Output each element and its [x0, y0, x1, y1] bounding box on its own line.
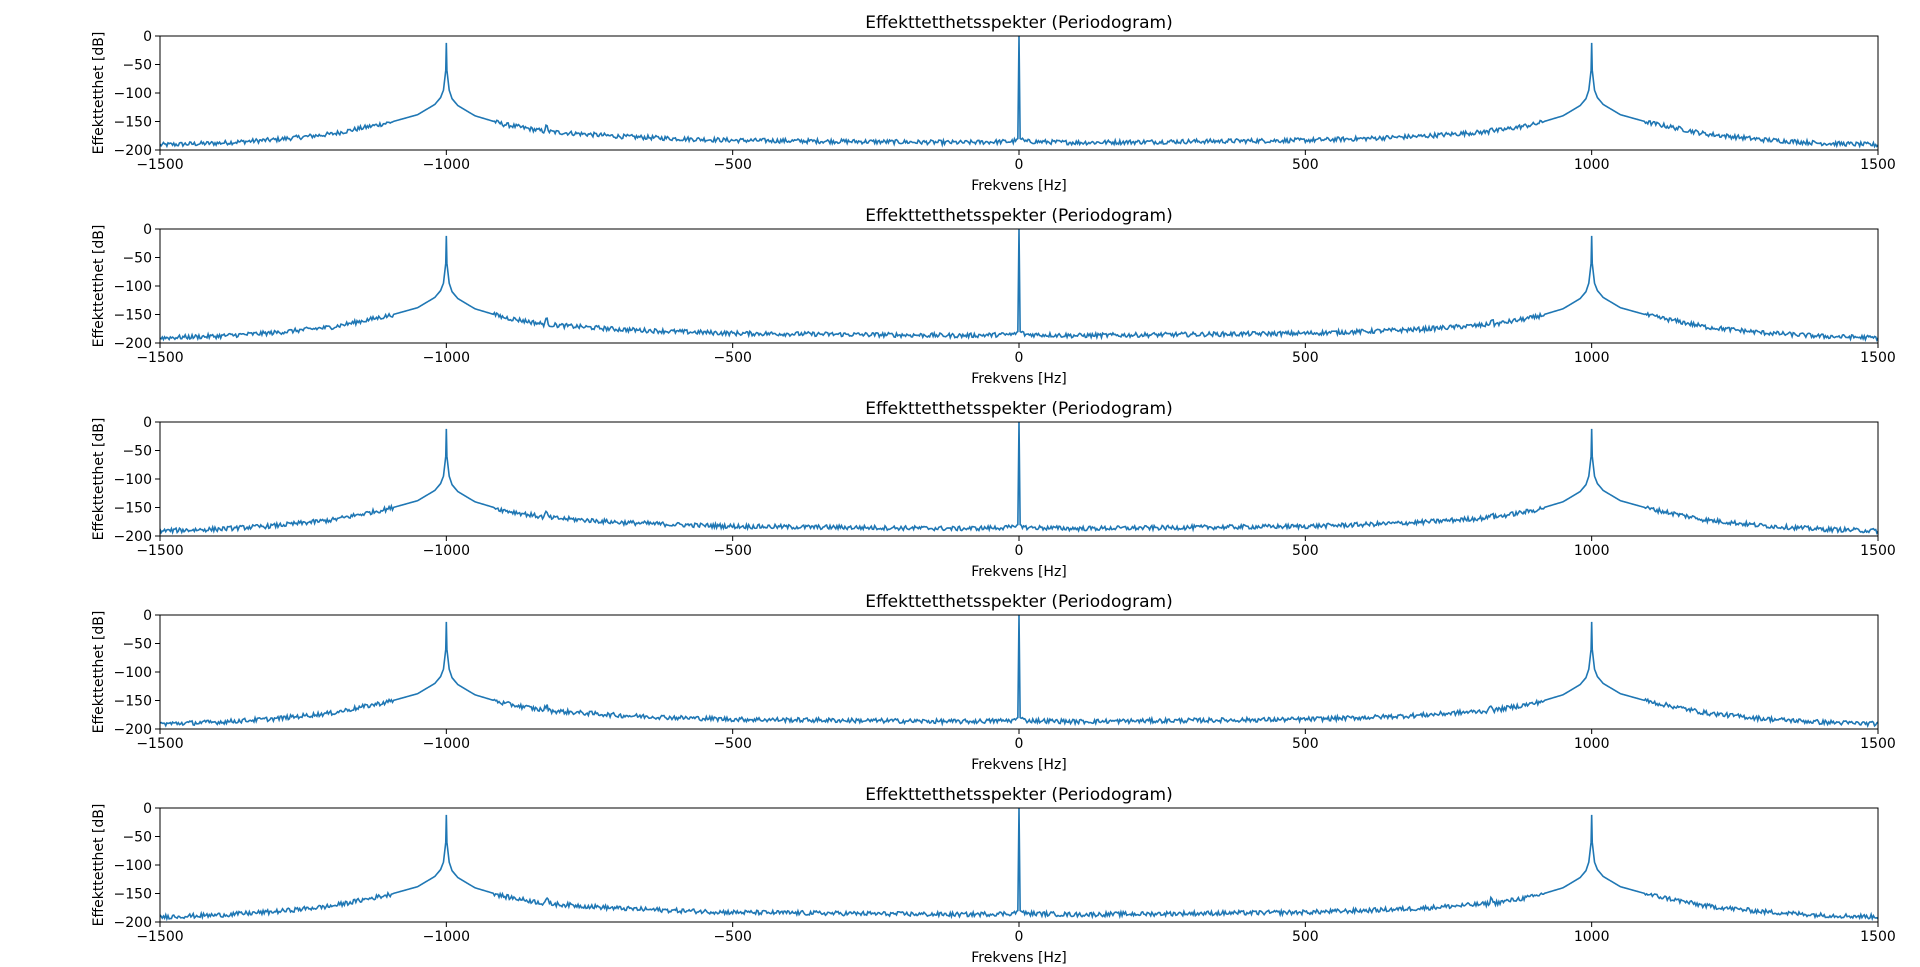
x-tick-label: 500	[1292, 157, 1319, 173]
y-tick-label: −200	[114, 529, 152, 545]
y-tick-label: 0	[143, 29, 152, 45]
x-axis-label: Frekvens [Hz]	[971, 564, 1067, 580]
y-axis-label: Effekttetthet [dB]	[91, 804, 107, 927]
y-tick-label: −50	[122, 251, 152, 267]
x-tick-label: 500	[1292, 350, 1319, 366]
x-tick-label: −500	[713, 736, 751, 752]
y-tick-label: −100	[114, 86, 152, 102]
y-tick-label: −200	[114, 915, 152, 931]
y-tick-label: −50	[122, 58, 152, 74]
x-tick-label: 0	[1015, 543, 1024, 559]
x-tick-label: 0	[1015, 157, 1024, 173]
y-tick-label: −200	[114, 143, 152, 159]
x-tick-label: 1000	[1574, 350, 1610, 366]
x-tick-label: 1500	[1860, 929, 1896, 945]
x-tick-label: −500	[713, 929, 751, 945]
chart-title: Effekttetthetsspekter (Periodogram)	[865, 399, 1173, 419]
x-tick-label: 1000	[1574, 543, 1610, 559]
x-tick-label: 1500	[1860, 350, 1896, 366]
chart-title: Effekttetthetsspekter (Periodogram)	[865, 13, 1173, 33]
y-tick-label: −150	[114, 308, 152, 324]
y-tick-label: −200	[114, 722, 152, 738]
x-tick-label: −1500	[136, 543, 183, 559]
y-tick-label: −50	[122, 637, 152, 653]
x-tick-label: 1000	[1574, 929, 1610, 945]
y-tick-label: 0	[143, 608, 152, 624]
y-tick-label: −100	[114, 472, 152, 488]
x-tick-label: 1500	[1860, 157, 1896, 173]
x-tick-label: −1500	[136, 736, 183, 752]
x-axis-label: Frekvens [Hz]	[971, 950, 1067, 966]
y-tick-label: −150	[114, 887, 152, 903]
x-axis-label: Frekvens [Hz]	[971, 757, 1067, 773]
x-tick-label: −1500	[136, 350, 183, 366]
y-tick-label: −50	[122, 830, 152, 846]
y-axis-label: Effekttetthet [dB]	[91, 418, 107, 541]
y-tick-label: −100	[114, 665, 152, 681]
x-tick-label: 0	[1015, 929, 1024, 945]
x-tick-label: −500	[713, 543, 751, 559]
spectrum-panel-4: Effekttetthetsspekter (Periodogram)−1500…	[91, 592, 1896, 773]
x-tick-label: −1500	[136, 929, 183, 945]
x-tick-label: −500	[713, 157, 751, 173]
y-axis-label: Effekttetthet [dB]	[91, 225, 107, 348]
spectrum-panel-1: Effekttetthetsspekter (Periodogram)−1500…	[91, 13, 1896, 194]
y-tick-label: −100	[114, 279, 152, 295]
spectrum-panel-3: Effekttetthetsspekter (Periodogram)−1500…	[91, 399, 1896, 580]
y-tick-label: −50	[122, 444, 152, 460]
spectrum-panel-5: Effekttetthetsspekter (Periodogram)−1500…	[91, 785, 1896, 966]
x-tick-label: −500	[713, 350, 751, 366]
x-axis-label: Frekvens [Hz]	[971, 178, 1067, 194]
x-tick-label: 500	[1292, 929, 1319, 945]
x-tick-label: −1000	[423, 350, 470, 366]
y-axis-label: Effekttetthet [dB]	[91, 611, 107, 734]
x-tick-label: −1500	[136, 157, 183, 173]
y-tick-label: 0	[143, 801, 152, 817]
x-tick-label: 500	[1292, 736, 1319, 752]
y-tick-label: −150	[114, 501, 152, 517]
y-tick-label: −150	[114, 115, 152, 131]
x-tick-label: −1000	[423, 543, 470, 559]
x-tick-label: 1000	[1574, 736, 1610, 752]
y-axis-label: Effekttetthet [dB]	[91, 32, 107, 155]
x-tick-label: −1000	[423, 736, 470, 752]
x-tick-label: 1500	[1860, 543, 1896, 559]
x-tick-label: 1000	[1574, 157, 1610, 173]
y-tick-label: 0	[143, 415, 152, 431]
x-tick-label: 1500	[1860, 736, 1896, 752]
x-tick-label: 500	[1292, 543, 1319, 559]
chart-title: Effekttetthetsspekter (Periodogram)	[865, 592, 1173, 612]
spectrum-panel-2: Effekttetthetsspekter (Periodogram)−1500…	[91, 206, 1896, 387]
x-axis-label: Frekvens [Hz]	[971, 371, 1067, 387]
x-tick-label: 0	[1015, 736, 1024, 752]
chart-title: Effekttetthetsspekter (Periodogram)	[865, 206, 1173, 226]
chart-title: Effekttetthetsspekter (Periodogram)	[865, 785, 1173, 805]
y-tick-label: 0	[143, 222, 152, 238]
x-tick-label: 0	[1015, 350, 1024, 366]
x-tick-label: −1000	[423, 929, 470, 945]
y-tick-label: −200	[114, 336, 152, 352]
y-tick-label: −100	[114, 858, 152, 874]
x-tick-label: −1000	[423, 157, 470, 173]
y-tick-label: −150	[114, 694, 152, 710]
